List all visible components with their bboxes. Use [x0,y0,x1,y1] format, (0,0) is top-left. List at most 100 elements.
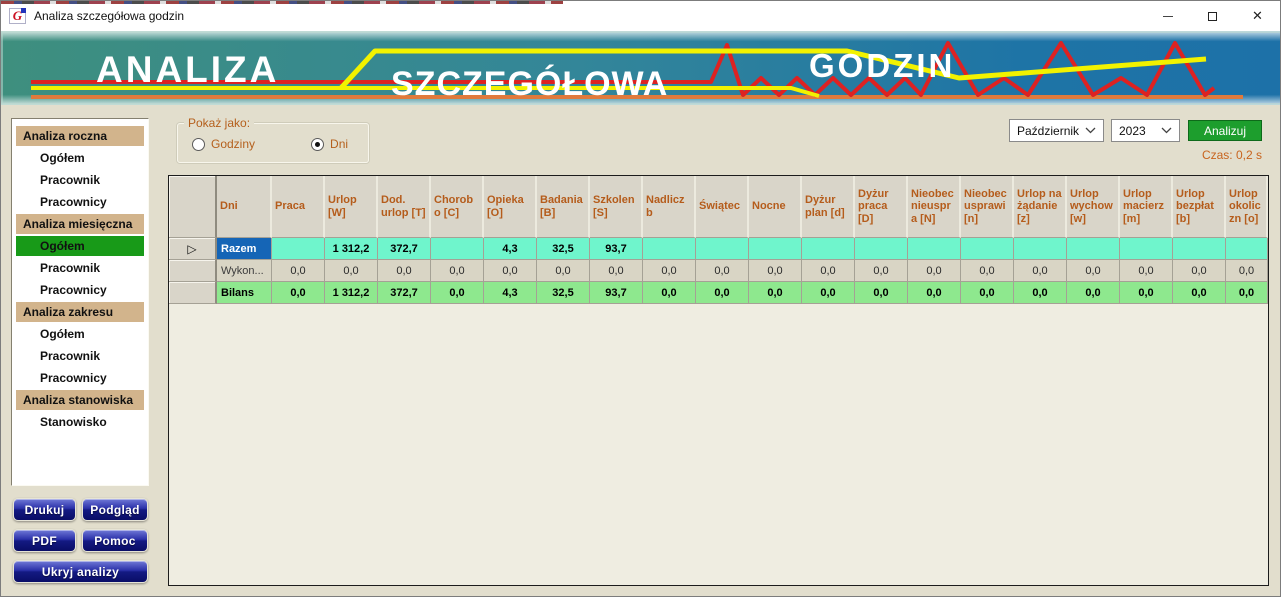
cell-wykon-6[interactable]: 0,0 [590,260,643,282]
cell-wykon-16[interactable]: 0,0 [1120,260,1173,282]
sidebar-item-analiza-stanowiska-stanowisko[interactable]: Stanowisko [40,415,107,429]
col-header-chorobo-c-[interactable]: Chorobo [C] [431,176,484,238]
ukryj-analizy-button[interactable]: Ukryj analizy [13,560,148,583]
cell-wykon-8[interactable]: 0,0 [696,260,749,282]
sidebar-item-analiza-miesięczna-ogółem[interactable]: Ogółem [16,236,144,256]
col-header-szkolen-s-[interactable]: Szkolen [S] [590,176,643,238]
cell-razem-7[interactable] [643,238,696,260]
sidebar-item-analiza-miesięczna-pracownik[interactable]: Pracownik [40,261,101,275]
sidebar-section-analiza-roczna[interactable]: Analiza roczna [16,126,144,146]
cell-wykon-3[interactable]: 0,0 [431,260,484,282]
col-header-urlop-macierz-m-[interactable]: Urlop macierz [m] [1120,176,1173,238]
sidebar-section-analiza-zakresu[interactable]: Analiza zakresu [16,302,144,322]
col-header-opieka-o-[interactable]: Opieka [O] [484,176,537,238]
sidebar-section-analiza-stanowiska[interactable]: Analiza stanowiska [16,390,144,410]
cell-bilans-5[interactable]: 32,5 [537,282,590,304]
cell-razem-15[interactable] [1067,238,1120,260]
cell-wykon-12[interactable]: 0,0 [908,260,961,282]
sidebar-item-analiza-roczna-pracownik[interactable]: Pracownik [40,173,101,187]
cell-razem-12[interactable] [908,238,961,260]
col-header-badania-b-[interactable]: Badania [B] [537,176,590,238]
cell-razem-1[interactable]: 1 312,2 [325,238,378,260]
row-label-bilans[interactable]: Bilans [217,282,272,304]
cell-razem-8[interactable] [696,238,749,260]
cell-bilans-6[interactable]: 93,7 [590,282,643,304]
cell-wykon-11[interactable]: 0,0 [855,260,908,282]
col-header-nadliczb[interactable]: Nadliczb [643,176,696,238]
radio-godziny[interactable]: Godziny [192,137,255,151]
cell-razem-13[interactable] [961,238,1014,260]
cell-razem-3[interactable] [431,238,484,260]
cell-bilans-18[interactable]: 0,0 [1226,282,1268,304]
sidebar-item-analiza-zakresu-ogółem[interactable]: Ogółem [40,327,85,341]
sidebar-item-analiza-miesięczna-pracownicy[interactable]: Pracownicy [40,283,107,297]
cell-bilans-7[interactable]: 0,0 [643,282,696,304]
col-header-urlop-na-żądanie-z-[interactable]: Urlop na żądanie [z] [1014,176,1067,238]
analyze-button[interactable]: Analizuj [1188,120,1262,141]
cell-wykon-9[interactable]: 0,0 [749,260,802,282]
row-label-razem[interactable]: Razem [217,238,272,260]
cell-bilans-9[interactable]: 0,0 [749,282,802,304]
cell-wykon-18[interactable]: 0,0 [1226,260,1268,282]
cell-razem-5[interactable]: 32,5 [537,238,590,260]
cell-wykon-17[interactable]: 0,0 [1173,260,1226,282]
cell-bilans-16[interactable]: 0,0 [1120,282,1173,304]
close-button[interactable]: ✕ [1252,8,1263,23]
cell-bilans-0[interactable]: 0,0 [272,282,325,304]
cell-bilans-4[interactable]: 4,3 [484,282,537,304]
cell-razem-9[interactable] [749,238,802,260]
pdf-button[interactable]: PDF [13,529,76,552]
cell-razem-0[interactable] [272,238,325,260]
cell-bilans-10[interactable]: 0,0 [802,282,855,304]
cell-wykon-2[interactable]: 0,0 [378,260,431,282]
drukuj-button[interactable]: Drukuj [13,498,76,521]
col-header-nocne[interactable]: Nocne [749,176,802,238]
row-selector-wykon[interactable] [169,260,217,282]
cell-wykon-0[interactable]: 0,0 [272,260,325,282]
col-header-nieobec-usprawi-n-[interactable]: Nieobec usprawi [n] [961,176,1014,238]
cell-bilans-11[interactable]: 0,0 [855,282,908,304]
col-header-świątec[interactable]: Świątec [696,176,749,238]
row-selector-razem[interactable]: ▷ [169,238,217,260]
col-header-urlop-w-[interactable]: Urlop [W] [325,176,378,238]
cell-wykon-14[interactable]: 0,0 [1014,260,1067,282]
cell-razem-6[interactable]: 93,7 [590,238,643,260]
cell-razem-14[interactable] [1014,238,1067,260]
maximize-button[interactable] [1190,1,1235,31]
col-header-urlop-wychow-w-[interactable]: Urlop wychow [w] [1067,176,1120,238]
cell-bilans-8[interactable]: 0,0 [696,282,749,304]
cell-razem-4[interactable]: 4,3 [484,238,537,260]
cell-bilans-1[interactable]: 1 312,2 [325,282,378,304]
col-header-dyżur-plan-d-[interactable]: Dyżur plan [d] [802,176,855,238]
col-header-urlop-bezpłat-b-[interactable]: Urlop bezpłat [b] [1173,176,1226,238]
cell-razem-2[interactable]: 372,7 [378,238,431,260]
cell-bilans-17[interactable]: 0,0 [1173,282,1226,304]
cell-wykon-10[interactable]: 0,0 [802,260,855,282]
cell-bilans-14[interactable]: 0,0 [1014,282,1067,304]
row-label-wykon[interactable]: Wykon... [217,260,272,282]
cell-wykon-5[interactable]: 0,0 [537,260,590,282]
sidebar-item-analiza-roczna-ogółem[interactable]: Ogółem [40,151,85,165]
col-header-dni[interactable]: Dni [217,176,272,238]
col-header-dyżur-praca-d-[interactable]: Dyżur praca [D] [855,176,908,238]
cell-bilans-12[interactable]: 0,0 [908,282,961,304]
cell-bilans-13[interactable]: 0,0 [961,282,1014,304]
month-dropdown[interactable]: Październik [1009,119,1104,142]
cell-bilans-2[interactable]: 372,7 [378,282,431,304]
sidebar-section-analiza-miesięczna[interactable]: Analiza miesięczna [16,214,144,234]
year-dropdown[interactable]: 2023 [1111,119,1180,142]
cell-wykon-15[interactable]: 0,0 [1067,260,1120,282]
sidebar-item-analiza-zakresu-pracownik[interactable]: Pracownik [40,349,101,363]
cell-wykon-1[interactable]: 0,0 [325,260,378,282]
cell-razem-10[interactable] [802,238,855,260]
cell-wykon-4[interactable]: 0,0 [484,260,537,282]
radio-circle-icon[interactable] [311,137,325,151]
radio-circle-icon[interactable] [192,137,205,151]
row-selector-bilans[interactable] [169,282,217,304]
cell-wykon-13[interactable]: 0,0 [961,260,1014,282]
cell-bilans-3[interactable]: 0,0 [431,282,484,304]
sidebar-item-analiza-roczna-pracownicy[interactable]: Pracownicy [40,195,107,209]
cell-bilans-15[interactable]: 0,0 [1067,282,1120,304]
sidebar-item-analiza-zakresu-pracownicy[interactable]: Pracownicy [40,371,107,385]
cell-razem-16[interactable] [1120,238,1173,260]
